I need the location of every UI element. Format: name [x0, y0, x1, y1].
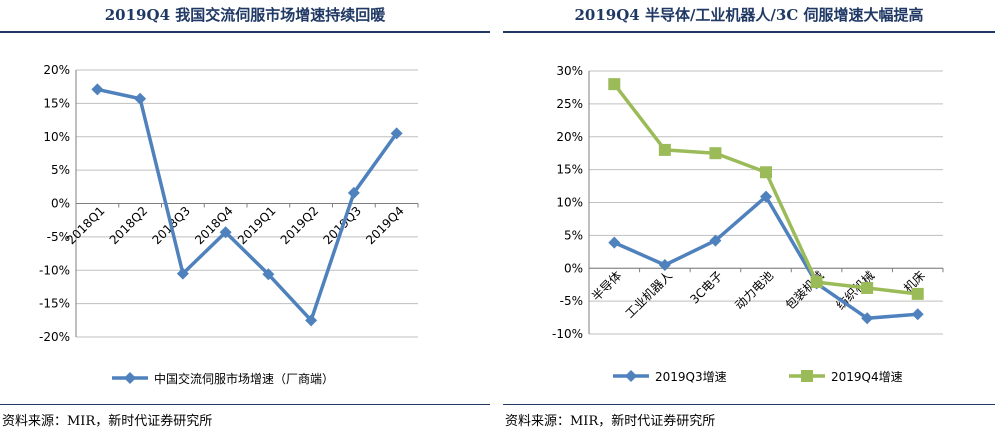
x-category-label: 2018Q1	[64, 204, 108, 248]
data-point-diamond	[347, 186, 360, 199]
data-point-diamond	[658, 258, 671, 271]
x-category-label: 包装机械	[782, 268, 827, 313]
y-tick-label: 0%	[564, 261, 583, 275]
legend-label: 2019Q4增速	[831, 370, 903, 384]
data-point-diamond	[134, 92, 147, 105]
y-tick-label: -15%	[39, 297, 70, 311]
y-tick-label: 30%	[556, 64, 583, 78]
data-point-diamond	[91, 83, 104, 96]
data-point-diamond	[709, 234, 722, 247]
y-tick-label: 25%	[556, 97, 583, 111]
data-point-square	[608, 78, 621, 91]
x-category-label: 2018Q2	[107, 204, 151, 248]
y-tick-label: 5%	[564, 228, 583, 242]
left-source-note: 资料来源：MIR，新时代证券研究所	[2, 414, 213, 429]
y-tick-label: 10%	[556, 196, 583, 210]
data-point-diamond	[608, 236, 621, 249]
y-tick-label: 0%	[51, 197, 70, 211]
y-tick-label: 5%	[51, 163, 70, 177]
data-point-diamond	[305, 314, 318, 327]
left-source-rule	[0, 404, 490, 405]
y-tick-label: 20%	[43, 63, 70, 77]
y-tick-label: -5%	[47, 230, 70, 244]
data-point-diamond	[760, 190, 772, 203]
x-category-label: 工业机器人	[623, 268, 675, 320]
legend-label: 2019Q3增速	[655, 370, 727, 384]
y-tick-label: 15%	[43, 96, 70, 110]
right-chart-panel: 2019Q4 半导体/工业机器人/3C 伺服增速大幅提高 30% 25% 20% 15…	[503, 0, 995, 437]
x-category-label: 2019Q1	[235, 204, 279, 248]
x-category-label: 动力电池	[732, 268, 776, 312]
y-tick-label: -20%	[39, 330, 70, 344]
left-line-chart: 20% 15% 10% 5% 0% -5% -10% -15% -20% 2018Q1 2018Q2…	[39, 63, 419, 386]
series-line-1	[613, 194, 918, 320]
right-source-rule	[503, 404, 995, 405]
right-source-note: 资料来源：MIR，新时代证券研究所	[505, 414, 716, 429]
left-chart-title: 2019Q4 我国交流伺服市场增速持续回暖	[104, 6, 386, 24]
right-chart-title: 2019Q4 半导体/工业机器人/3C 伺服增速大幅提高	[574, 6, 924, 24]
y-tick-label: -10%	[552, 327, 583, 341]
right-title-rule	[503, 31, 995, 33]
series-line-1	[97, 87, 399, 323]
data-point-diamond	[262, 268, 275, 281]
data-point-square	[861, 281, 874, 294]
legend-label: 中国交流伺服市场增速（厂商端）	[154, 371, 334, 386]
y-tick-label: -5%	[560, 294, 583, 308]
data-point-diamond	[219, 226, 232, 239]
left-title-rule	[0, 31, 490, 33]
data-point-square	[911, 287, 924, 300]
x-category-label: 2018Q4	[192, 204, 236, 248]
legend-marker-diamond	[124, 372, 136, 384]
x-category-label: 2019Q4	[363, 204, 407, 248]
legend-marker-diamond	[625, 370, 637, 382]
x-category-label: 半导体	[589, 268, 624, 303]
data-point-diamond	[861, 312, 874, 325]
left-chart-panel: 2019Q4 我国交流伺服市场增速持续回暖 20% 15% 10% 5% 0% -5% -1…	[0, 0, 490, 437]
data-point-square	[658, 143, 671, 156]
y-tick-label: 15%	[556, 163, 583, 177]
data-point-diamond	[390, 127, 403, 140]
data-point-square	[810, 276, 823, 289]
data-point-square	[709, 147, 722, 160]
data-point-diamond	[911, 308, 924, 321]
y-tick-label: -10%	[39, 263, 70, 277]
y-tick-label: 10%	[43, 130, 70, 144]
data-point-square	[760, 166, 772, 179]
x-category-label: 2019Q2	[278, 204, 322, 248]
legend-marker-square	[801, 370, 813, 382]
y-tick-label: 20%	[556, 130, 583, 144]
data-point-diamond	[176, 267, 189, 280]
